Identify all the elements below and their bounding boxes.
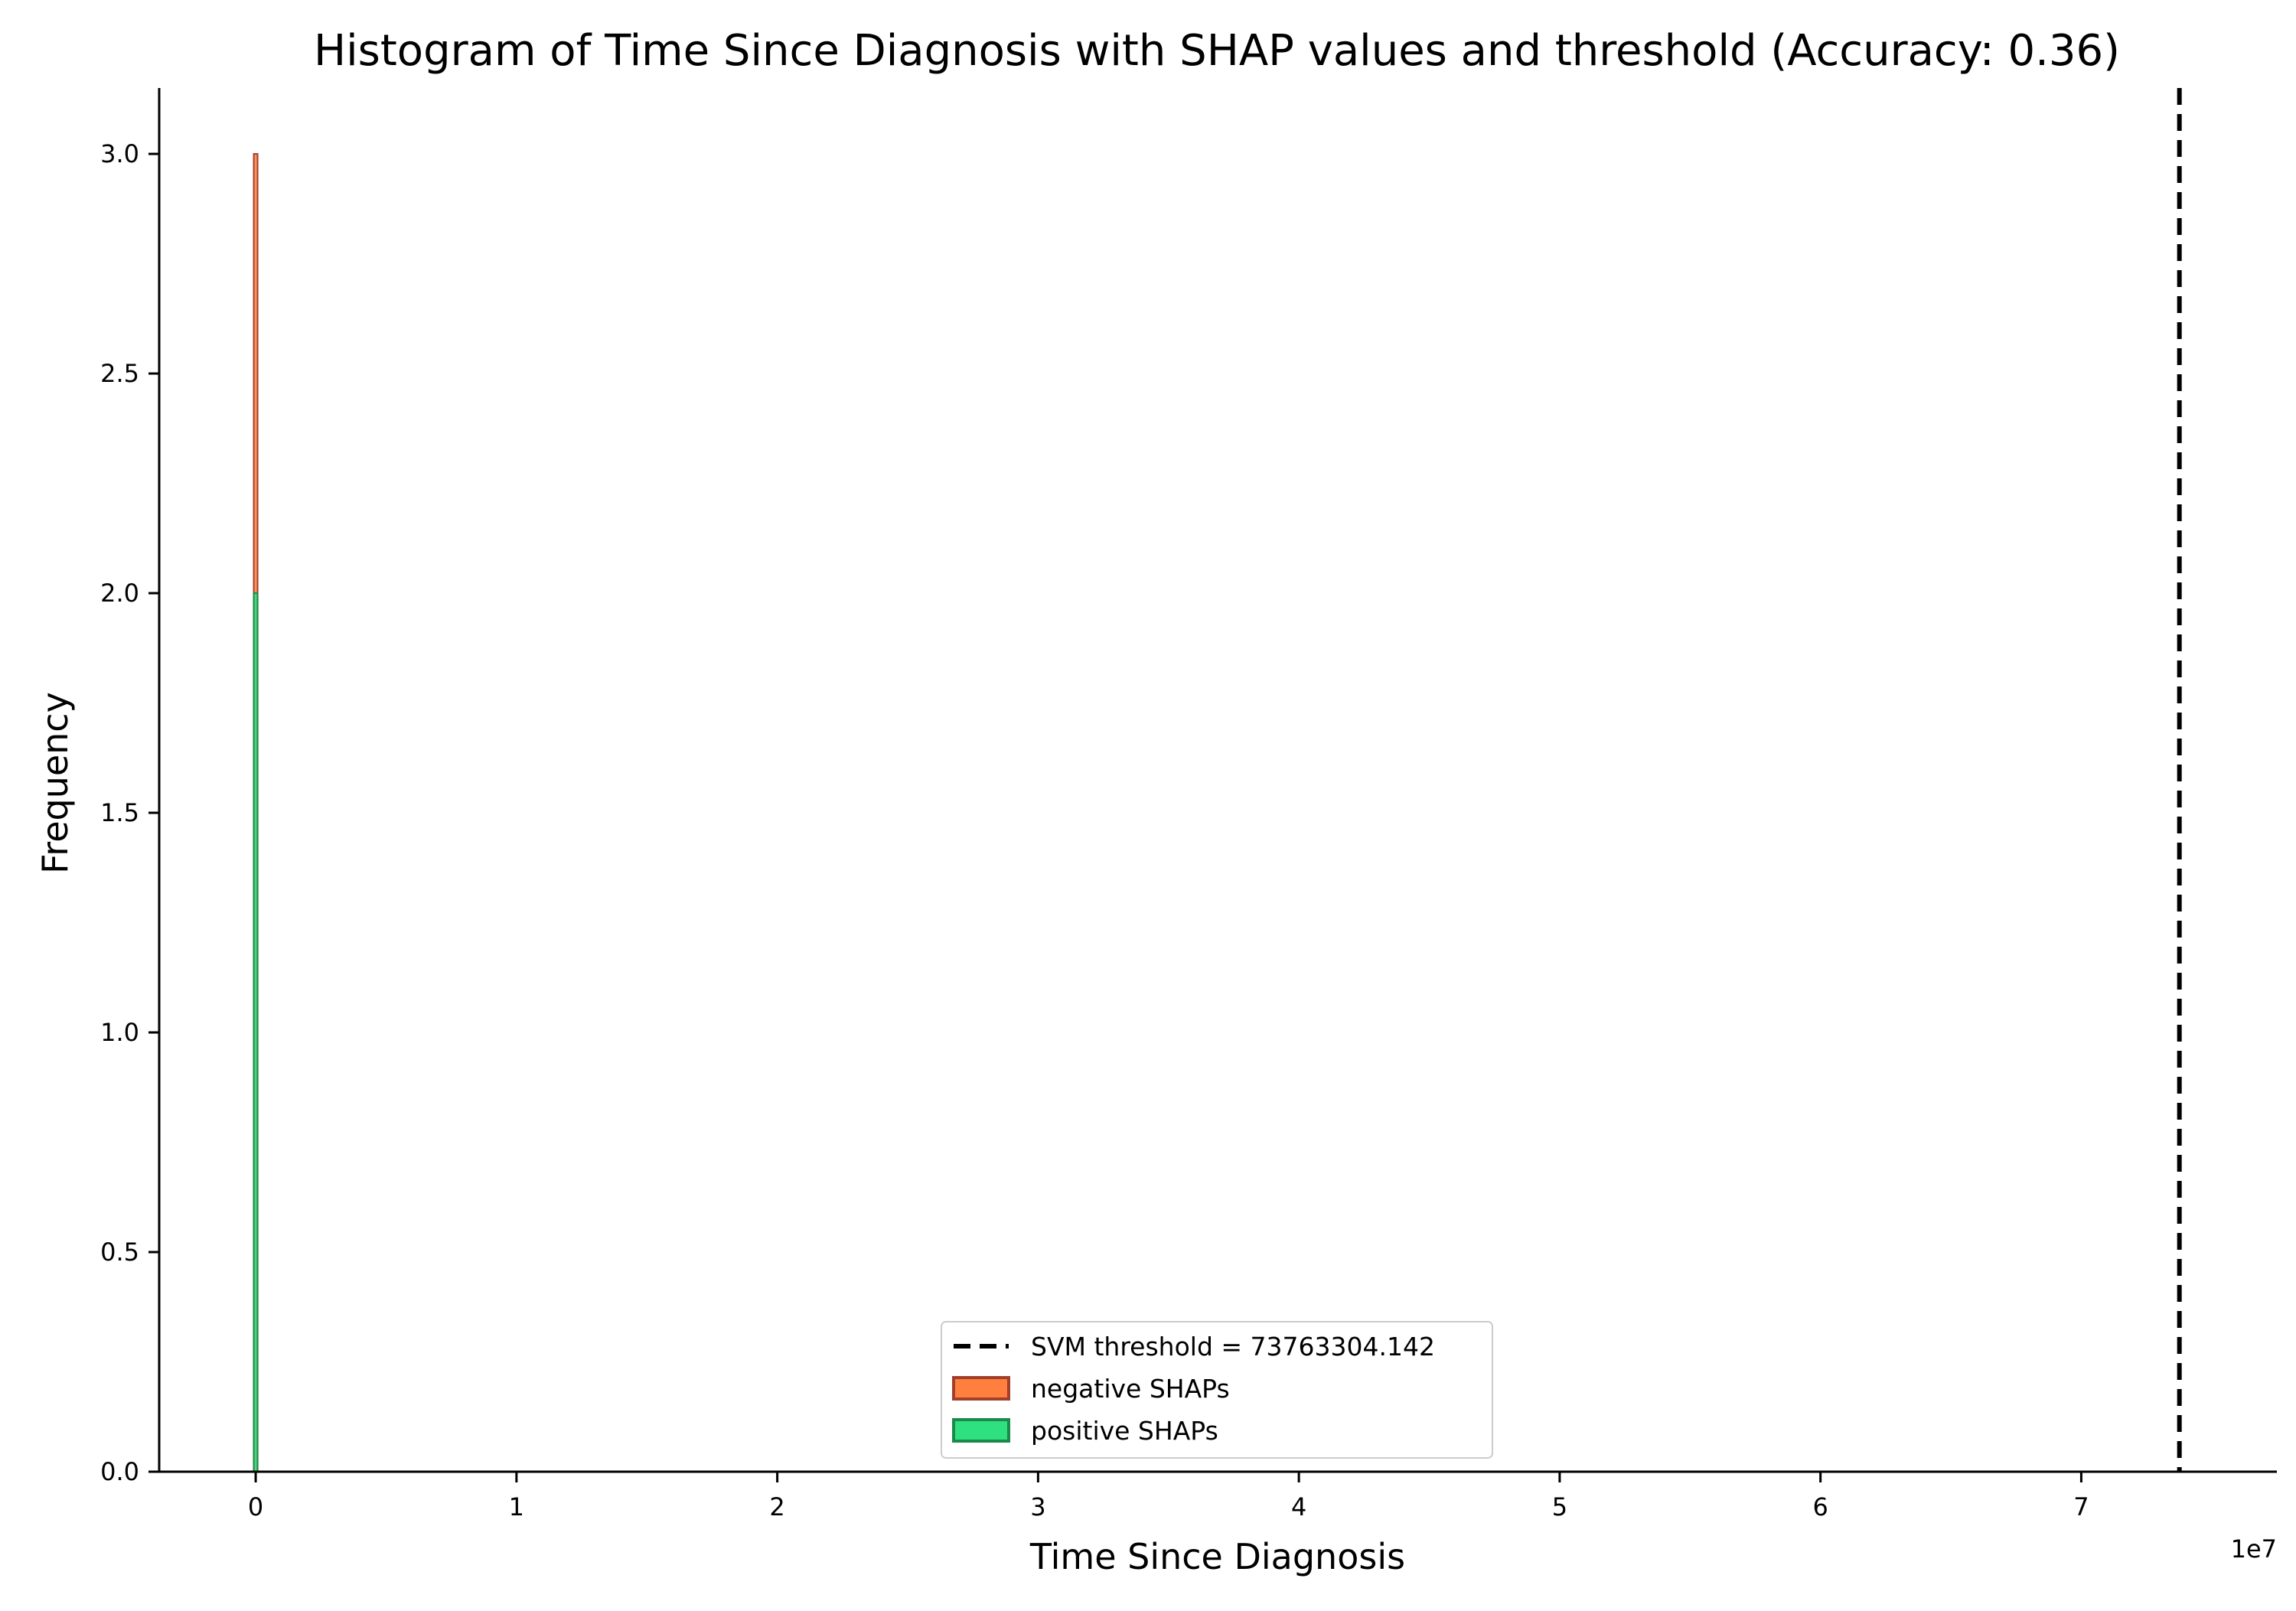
y-tick-label: 2.5 [100, 359, 139, 388]
legend-negative-label: negative SHAPs [1031, 1374, 1230, 1404]
x-tick-label: 0 [248, 1492, 263, 1521]
x-axis-offset-label: 1e7 [2231, 1534, 2277, 1564]
x-tick-label: 3 [1030, 1492, 1045, 1521]
x-tick-label: 5 [1552, 1492, 1567, 1521]
y-tick-label: 3.0 [100, 139, 139, 168]
y-ticks: 0.0 0.5 1.0 1.5 2.0 2.5 3.0 [100, 139, 159, 1486]
positive-shap-bar-0 [253, 592, 259, 1472]
x-tick-label: 1 [509, 1492, 524, 1521]
y-axis-label: Frequency [34, 692, 76, 874]
histogram-bars [253, 153, 259, 1473]
y-tick-label: 2.0 [100, 579, 139, 608]
x-tick-label: 2 [769, 1492, 784, 1521]
x-tick-label: 7 [2073, 1492, 2089, 1521]
legend-threshold-label: SVM threshold = 73763304.142 [1031, 1332, 1435, 1362]
legend-positive-swatch [952, 1418, 1010, 1443]
x-tick-label: 4 [1291, 1492, 1306, 1521]
x-ticks: 0 1 2 3 4 5 6 7 [248, 1472, 2089, 1521]
y-tick-label: 1.0 [100, 1018, 139, 1047]
y-tick-label: 0.0 [100, 1457, 139, 1486]
legend-frame [941, 1321, 1493, 1459]
legend: SVM threshold = 73763304.142 negative SH… [941, 1321, 1493, 1459]
x-axis-label: Time Since Diagnosis [1029, 1536, 1405, 1577]
chart-title: Histogram of Time Since Diagnosis with S… [314, 26, 2120, 76]
legend-negative-swatch [952, 1376, 1010, 1401]
x-tick-label: 6 [1812, 1492, 1828, 1521]
legend-positive-label: positive SHAPs [1031, 1416, 1218, 1446]
y-tick-label: 0.5 [100, 1238, 139, 1267]
y-tick-label: 1.5 [100, 798, 139, 827]
